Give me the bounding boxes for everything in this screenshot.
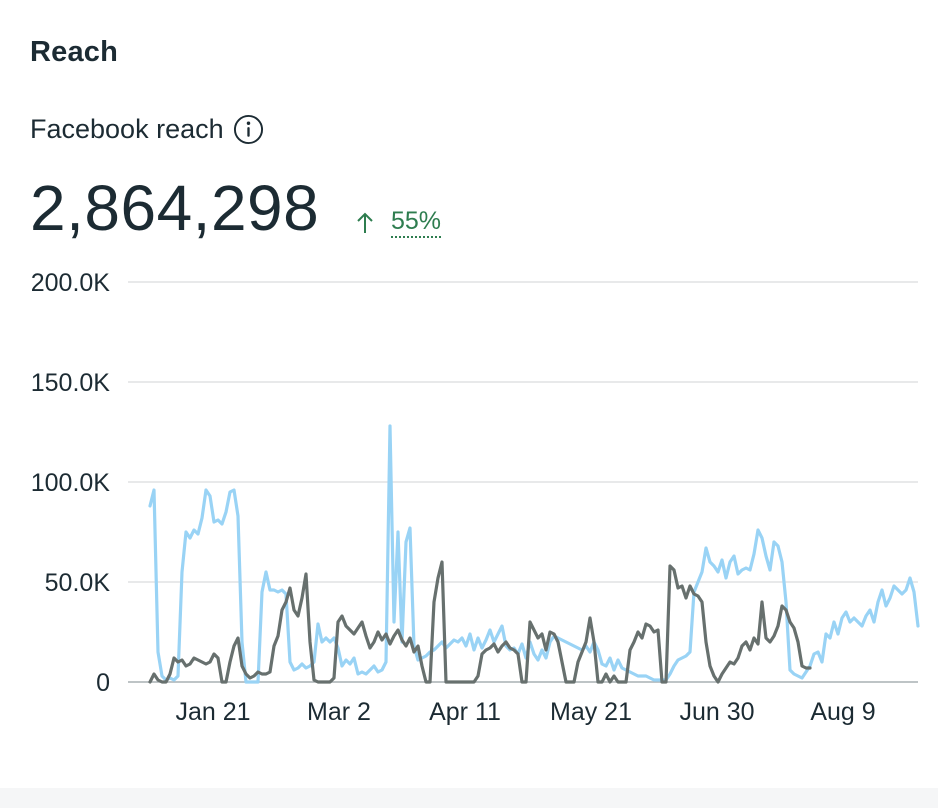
change-percent[interactable]: 55% <box>391 207 442 238</box>
x-tick-label: Jan 21 <box>175 698 250 726</box>
x-tick-label: Mar 2 <box>307 698 371 726</box>
info-icon[interactable] <box>233 114 264 145</box>
metric-label: Facebook reach <box>30 114 224 144</box>
section-title: Reach <box>30 36 119 68</box>
y-tick-label: 200.0K <box>31 269 111 297</box>
y-tick-label: 150.0K <box>31 369 111 397</box>
reach-line-chart: 0 50.0K 100.0K 150.0K 200.0K Jan 21 Mar 2 Apr 1… <box>31 269 920 726</box>
x-tick-label: May 21 <box>550 698 632 726</box>
y-tick-label: 50.0K <box>45 569 111 597</box>
metric-value: 2,864,298 <box>30 172 320 244</box>
series-line-2 <box>148 560 812 684</box>
change-indicator: 55% <box>355 207 442 238</box>
x-tick-label: Apr 11 <box>429 698 501 726</box>
x-tick-label: Aug 9 <box>810 698 875 726</box>
x-tick-label: Jun 30 <box>679 698 754 726</box>
y-tick-label: 100.0K <box>31 469 111 497</box>
y-tick-label: 0 <box>96 669 110 697</box>
bottom-divider <box>0 788 938 808</box>
metric-header: Facebook reach <box>30 114 264 145</box>
arrow-up-icon <box>357 212 373 233</box>
series-line-1 <box>148 424 920 684</box>
